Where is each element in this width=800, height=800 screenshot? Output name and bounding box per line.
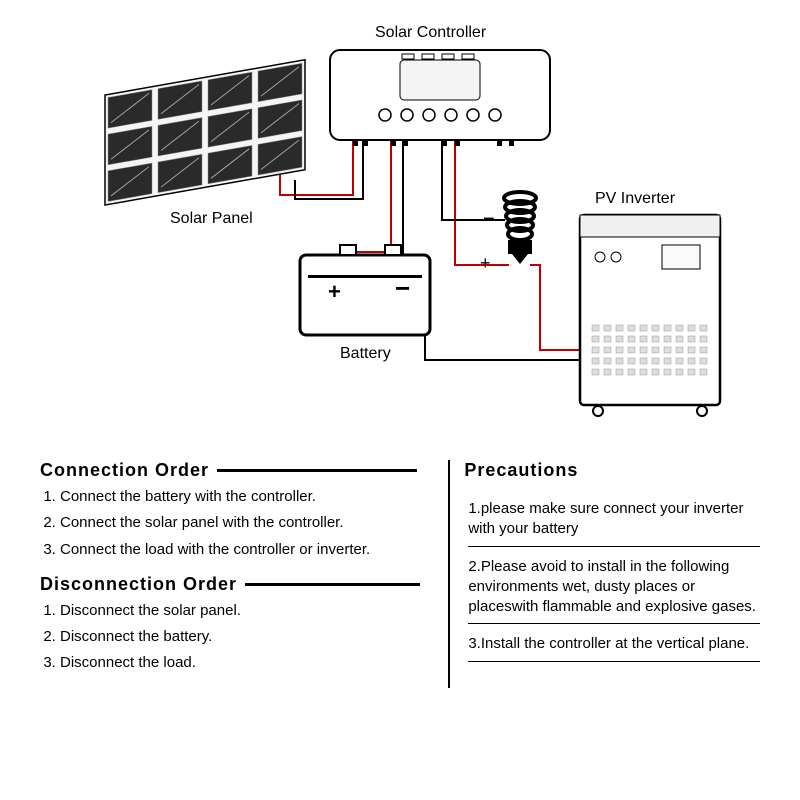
left-column: Connection Order Connect the battery wit… bbox=[40, 460, 434, 688]
list-item: Disconnect the solar panel. bbox=[60, 601, 424, 621]
svg-text:+: + bbox=[328, 279, 341, 304]
list-item: Connect the solar panel with the control… bbox=[60, 513, 424, 533]
list-item: 1.please make sure connect your inverter… bbox=[468, 495, 760, 547]
connection-order-heading: Connection Order bbox=[40, 460, 424, 481]
svg-text:−: − bbox=[395, 273, 410, 303]
connection-order-list: Connect the battery with the controller.… bbox=[44, 487, 424, 560]
list-item: Disconnect the battery. bbox=[60, 627, 424, 647]
list-item: 2.Please avoid to install in the followi… bbox=[468, 553, 760, 625]
battery-label: Battery bbox=[340, 345, 391, 363]
list-item: 3.Install the controller at the vertical… bbox=[468, 630, 760, 661]
solar-panel-label: Solar Panel bbox=[170, 210, 253, 228]
pv-inverter-label: PV Inverter bbox=[595, 190, 675, 208]
list-item: Connect the load with the controller or … bbox=[60, 540, 424, 560]
instructions-panel: Connection Order Connect the battery wit… bbox=[40, 460, 760, 688]
precautions-heading: Precautions bbox=[464, 460, 578, 481]
solar-controller-label: Solar Controller bbox=[375, 24, 486, 42]
wiring-diagram: +− Solar Controller Solar Panel Battery … bbox=[0, 0, 800, 440]
plus-symbol: + bbox=[480, 253, 491, 274]
precautions-list: 1.please make sure connect your inverter… bbox=[468, 495, 760, 662]
list-item: Disconnect the load. bbox=[60, 653, 424, 673]
disconnection-order-heading: Disconnection Order bbox=[40, 574, 424, 595]
minus-symbol: − bbox=[483, 208, 495, 231]
disconnection-order-list: Disconnect the solar panel. Disconnect th… bbox=[44, 601, 424, 674]
vertical-divider bbox=[448, 460, 450, 688]
right-column: Precautions 1.please make sure connect y… bbox=[464, 460, 760, 688]
list-item: Connect the battery with the controller. bbox=[60, 487, 424, 507]
